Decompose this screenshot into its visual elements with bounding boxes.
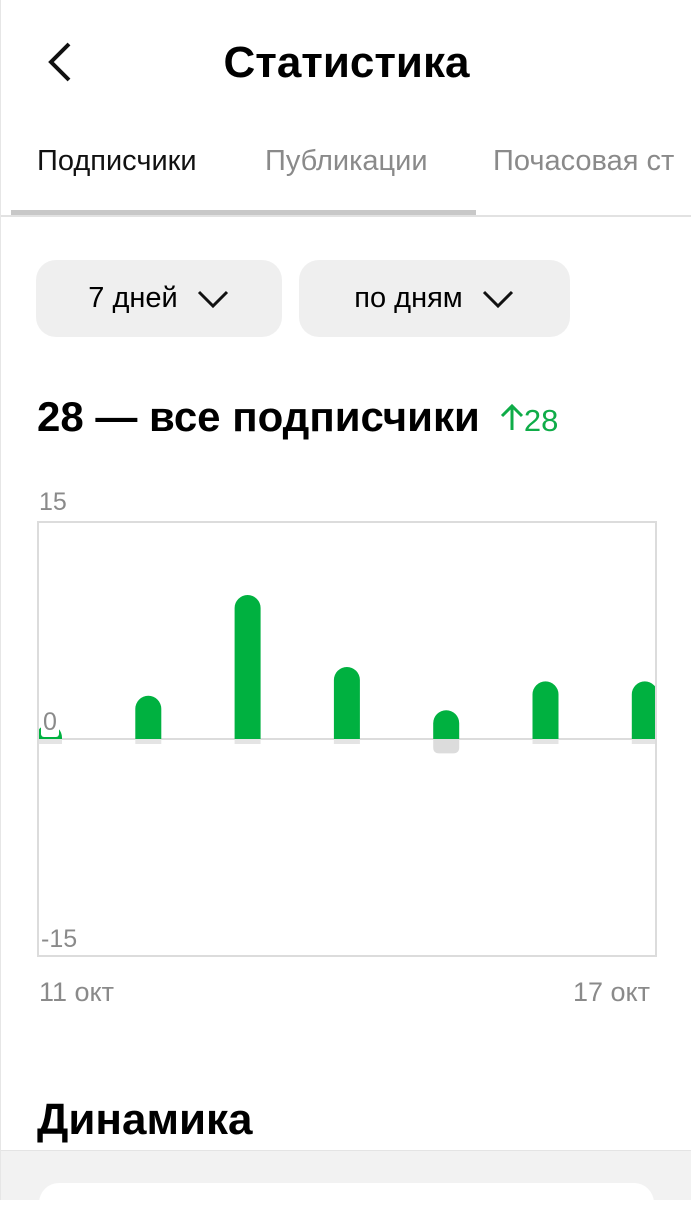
bar-subscribed-15-окт[interactable] [433,710,460,739]
x-tick-end: 17 окт [573,977,651,1007]
chevron-down-icon [482,290,513,308]
chevron-left-icon[interactable] [41,38,81,86]
chart-plot [39,595,655,754]
bar-base [39,739,62,744]
y-tick-zero: 0 [41,708,59,737]
summary-text: 28 — все подписчики [37,393,480,440]
bar-subscribed-14-окт[interactable] [333,667,360,739]
bar-subscribed-12-окт[interactable] [135,695,162,739]
page-title: Статистика [223,38,470,87]
y-tick-max: 15 [39,488,67,516]
y-tick-min: -15 [41,925,78,953]
bar-base [631,739,655,744]
chevron-down-icon [197,290,228,308]
tab-publications[interactable]: Публикации [265,145,428,177]
delta-badge: 28 [500,403,558,439]
tab-bar: Подписчики Публикации Почасовая ст [1,125,691,217]
bar-base [234,739,261,744]
subscribers-chart: 0 -15 [37,521,657,957]
section-title: Динамика [37,1095,253,1144]
dynamics-card [39,1183,654,1223]
bar-unsubscribed-15-окт[interactable] [433,739,460,754]
x-tick-start: 11 окт [39,977,115,1007]
active-tab-indicator [11,210,476,215]
bar-base [333,739,360,744]
bar-subscribed-13-окт[interactable] [234,595,261,739]
period-value: 7 дней [88,282,178,314]
tab-hourly[interactable]: Почасовая ст [493,145,675,177]
tab-subscribers[interactable]: Подписчики [37,145,197,177]
bar-subscribed-17-окт[interactable] [631,681,655,739]
bar-base [135,739,162,744]
subscribers-summary: 28 — все подписчики 28 [37,393,558,441]
grouping-dropdown[interactable]: по дням [299,260,570,337]
bar-subscribed-16-окт[interactable] [532,681,559,739]
bar-base [532,739,559,744]
period-dropdown[interactable]: 7 дней [36,260,282,337]
delta-value: 28 [523,403,559,438]
grouping-value: по дням [354,282,463,314]
app-header: Статистика [1,0,691,125]
arrow-up-icon [500,403,523,430]
